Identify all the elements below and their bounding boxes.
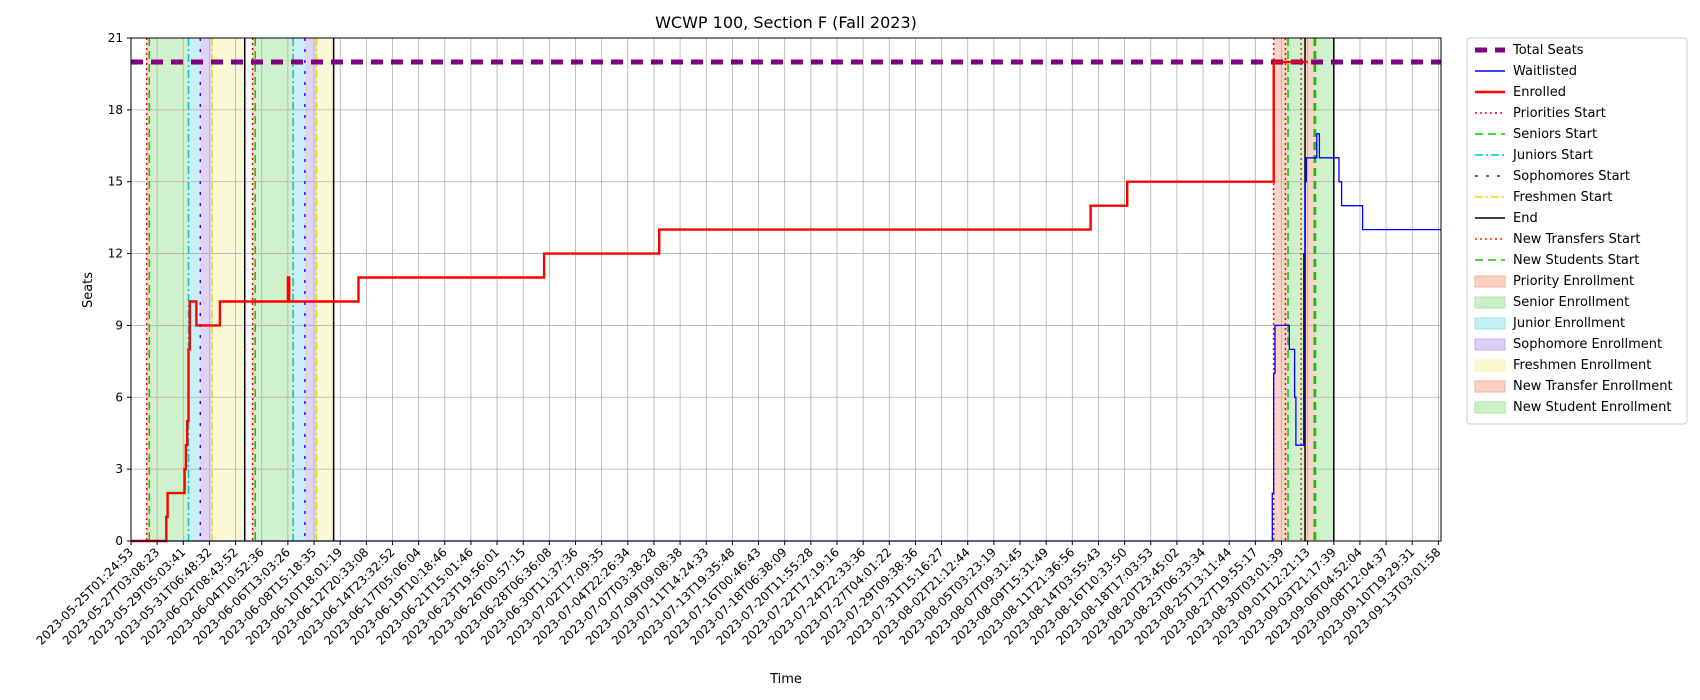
legend-swatch [1474, 275, 1506, 288]
legend-swatch [1474, 380, 1506, 393]
legend-swatch [1474, 317, 1506, 330]
x-axis-label: Time [769, 672, 802, 687]
y-tick-label: 21 [108, 31, 123, 45]
phase-region [188, 38, 201, 541]
y-tick-label: 3 [115, 462, 123, 476]
y-tick-label: 18 [108, 103, 123, 117]
legend-box [1466, 37, 1688, 425]
phase-region [1305, 38, 1316, 541]
legend: Total Seats Waitlisted Enrolled Priorities … [1466, 37, 1688, 425]
chart-title: WCWP 100, Section F (Fall 2023) [655, 13, 917, 32]
legend-label: Sophomore Enrollment [1513, 337, 1662, 352]
legend-label: Seniors Start [1513, 127, 1597, 142]
phase-lines [145, 38, 1335, 541]
x-axis-ticks: 2023-05-25T01:24:532023-05-27T03:08:2320… [34, 541, 1444, 648]
legend-label: Sophomores Start [1513, 169, 1630, 184]
phase-region [293, 38, 305, 541]
phase-region [316, 38, 334, 541]
phase-region [304, 38, 317, 541]
legend-label: New Students Start [1513, 253, 1639, 268]
y-tick-label: 6 [115, 390, 123, 404]
phase-region [212, 38, 245, 541]
series-lines [131, 59, 1441, 543]
legend-label: Total Seats [1512, 43, 1584, 58]
legend-label: Waitlisted [1513, 64, 1577, 79]
legend-swatch [1474, 338, 1506, 351]
legend-label: Juniors Start [1512, 148, 1593, 163]
y-axis-ticks: 0 3 6 9 12 15 18 21 [108, 31, 131, 548]
y-tick-label: 15 [108, 175, 123, 189]
legend-label: Priorities Start [1513, 106, 1606, 121]
y-tick-label: 0 [115, 534, 123, 548]
legend-label: New Transfer Enrollment [1513, 379, 1673, 394]
legend-swatch [1474, 359, 1506, 372]
y-tick-label: 12 [108, 247, 123, 261]
series-line [131, 60, 1308, 543]
legend-label: End [1513, 211, 1538, 226]
phase-region [1273, 38, 1289, 541]
legend-swatch [1474, 296, 1506, 309]
y-axis-label: Seats [81, 272, 96, 308]
legend-label: New Student Enrollment [1513, 400, 1671, 415]
phase-region [1288, 38, 1306, 541]
phase-region [146, 38, 150, 541]
legend-label: Enrolled [1513, 85, 1566, 100]
legend-label: Junior Enrollment [1512, 316, 1625, 331]
grid-lines [130, 37, 1441, 542]
series-line [131, 133, 1441, 542]
legend-label: Freshmen Enrollment [1513, 358, 1651, 373]
legend-label: Senior Enrollment [1513, 295, 1629, 310]
phase-region [252, 38, 256, 541]
plot-frame [130, 37, 1442, 542]
phase-region [1315, 38, 1334, 541]
phase-region [149, 38, 189, 541]
y-tick-label: 9 [115, 318, 123, 332]
phase-region [200, 38, 213, 541]
legend-label: Priority Enrollment [1513, 274, 1634, 289]
legend-label: Freshmen Start [1513, 190, 1612, 205]
legend-swatch [1474, 401, 1506, 414]
legend-label: New Transfers Start [1513, 232, 1640, 247]
phase-regions [146, 38, 1334, 541]
